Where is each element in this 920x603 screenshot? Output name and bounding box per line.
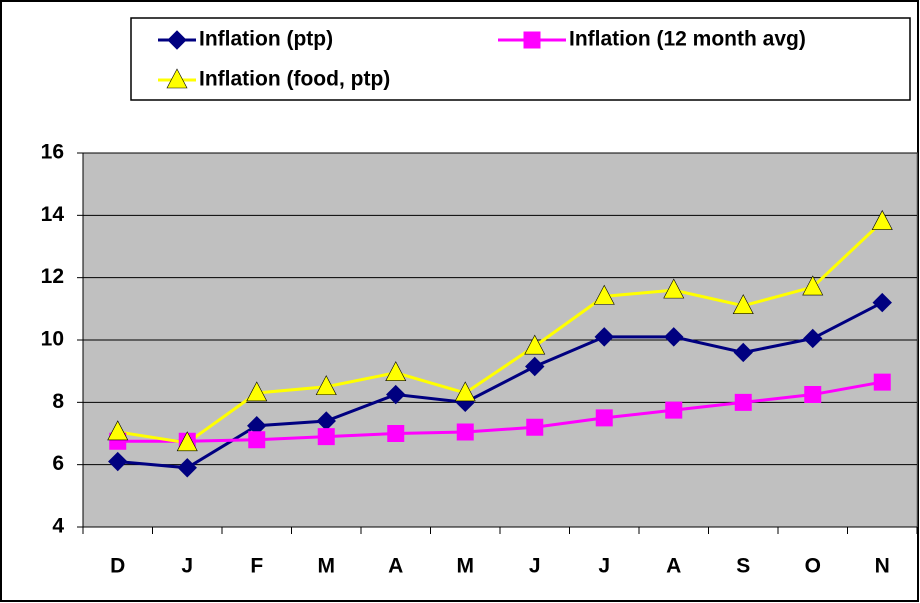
data-point — [385, 361, 407, 382]
data-point — [456, 423, 474, 441]
y-tick-label: 14 — [41, 203, 65, 226]
legend-marker — [166, 68, 188, 89]
x-tick-label: J — [181, 555, 193, 578]
y-tick-label: 16 — [41, 141, 64, 164]
y-tick-label: 10 — [41, 328, 64, 351]
data-point — [386, 384, 406, 405]
legend-label: Inflation (ptp) — [199, 28, 333, 51]
x-tick-label: D — [110, 555, 125, 578]
legend-marker — [167, 30, 187, 50]
x-tick-label: M — [318, 555, 336, 578]
data-point — [107, 420, 129, 441]
data-point — [526, 418, 544, 436]
data-point — [248, 431, 266, 449]
data-point — [872, 292, 892, 313]
y-tick-label: 4 — [52, 515, 64, 538]
data-point — [315, 375, 337, 396]
x-tick-label: A — [388, 555, 403, 578]
data-point — [804, 386, 822, 404]
data-point — [594, 327, 614, 347]
data-point — [803, 328, 823, 349]
data-point — [317, 428, 335, 446]
series-line — [117, 380, 883, 443]
data-point — [108, 451, 128, 472]
y-tick-label: 8 — [52, 390, 64, 413]
data-point — [595, 409, 613, 427]
x-tick-label: N — [875, 555, 890, 578]
data-point — [524, 334, 546, 355]
data-point — [176, 431, 198, 452]
data-point — [871, 209, 893, 230]
legend-label: Inflation (12 month avg) — [569, 28, 806, 51]
data-point — [734, 393, 752, 411]
data-point — [664, 327, 684, 347]
x-tick-label: J — [598, 555, 610, 578]
data-point — [246, 381, 268, 402]
data-point — [387, 425, 405, 442]
x-tick-label: A — [666, 555, 681, 578]
data-point — [665, 401, 683, 419]
x-tick-label: M — [457, 555, 475, 578]
legend-label: Inflation (food, ptp) — [199, 68, 390, 91]
x-tick-label: O — [805, 555, 821, 578]
series-line — [117, 220, 884, 445]
y-tick-label: 6 — [52, 452, 64, 475]
legend-marker — [523, 31, 541, 49]
data-point — [525, 356, 545, 377]
x-tick-label: F — [250, 555, 263, 578]
data-point — [732, 294, 754, 315]
x-tick-label: S — [736, 555, 750, 578]
series-line — [117, 301, 883, 470]
y-tick-label: 12 — [41, 265, 64, 288]
data-point — [802, 275, 824, 296]
legend-box — [130, 17, 911, 101]
data-point — [593, 284, 615, 305]
x-tick-label: J — [529, 555, 541, 578]
data-point — [733, 342, 753, 363]
data-point — [663, 278, 685, 299]
data-point — [454, 381, 476, 402]
data-point — [177, 458, 197, 478]
data-point — [873, 373, 891, 391]
